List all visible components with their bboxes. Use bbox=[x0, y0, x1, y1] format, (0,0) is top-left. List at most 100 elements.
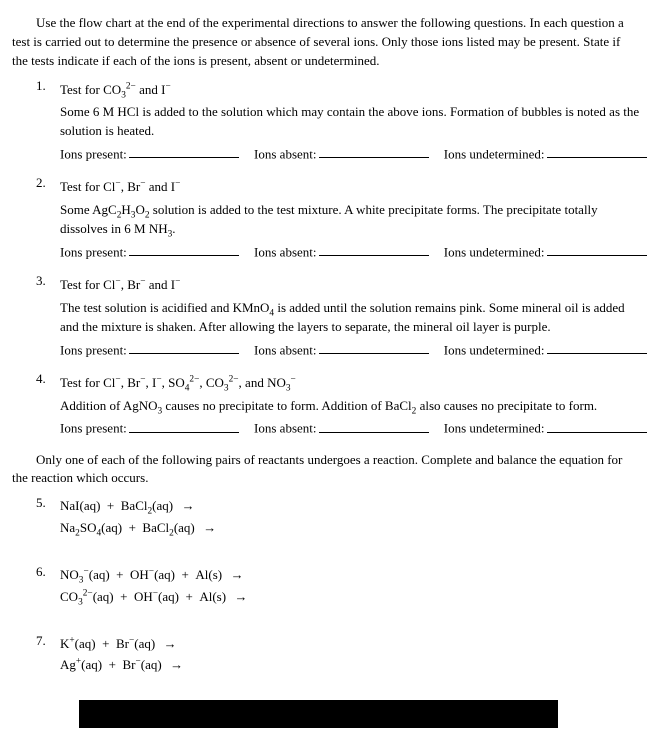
question-2: 2. Test for Cl−, Br− and I− Some AgC2H3O… bbox=[36, 174, 625, 266]
plus-sign: + bbox=[182, 567, 189, 582]
ions-undetermined-blank[interactable] bbox=[547, 341, 647, 354]
question-title: Test for Cl−, Br− and I− bbox=[60, 276, 647, 295]
text: , Br bbox=[121, 277, 141, 292]
text: BaCl bbox=[121, 498, 148, 513]
text: (aq) bbox=[81, 657, 102, 672]
question-3: 3. Test for Cl−, Br− and I− The test sol… bbox=[36, 272, 625, 364]
question-body: Some AgC2H3O2 solution is added to the t… bbox=[60, 201, 647, 239]
ions-absent-blank[interactable] bbox=[319, 243, 429, 256]
text: (aq) bbox=[154, 567, 175, 582]
arrow-icon: → bbox=[180, 497, 197, 516]
ions-undetermined-label: Ions undetermined: bbox=[444, 146, 545, 161]
text: , and NO bbox=[239, 375, 286, 390]
plus-sign: + bbox=[102, 636, 109, 651]
ions-present-label: Ions present: bbox=[60, 244, 127, 259]
text: Addition of AgNO bbox=[60, 398, 158, 413]
text: causes no precipitate to form. Addition … bbox=[162, 398, 411, 413]
superscript: − bbox=[175, 277, 180, 287]
text: (aq) bbox=[75, 636, 96, 651]
text: Test for Cl bbox=[60, 277, 115, 292]
text: The test solution is acidified and KMnO bbox=[60, 300, 269, 315]
superscript: − bbox=[291, 374, 296, 384]
text: Test for Cl bbox=[60, 179, 115, 194]
text: NO bbox=[60, 567, 79, 582]
text: and I bbox=[136, 82, 166, 97]
text: and I bbox=[145, 179, 175, 194]
ions-present-label: Ions present: bbox=[60, 421, 127, 436]
arrow-icon: → bbox=[168, 656, 185, 675]
text: K bbox=[60, 636, 69, 651]
text: Test for Cl bbox=[60, 375, 115, 390]
equation-line: Ag+(aq) + Br−(aq) → bbox=[60, 656, 625, 675]
answer-line: Ions present: Ions absent: Ions undeterm… bbox=[60, 243, 647, 262]
text: Br bbox=[122, 657, 135, 672]
equation-line: NO3−(aq) + OH−(aq) + Al(s) → bbox=[60, 566, 625, 585]
text: (aq) bbox=[93, 589, 114, 604]
superscript: 2− bbox=[83, 588, 93, 598]
text: Test for CO bbox=[60, 82, 121, 97]
subscript: 3 bbox=[121, 90, 126, 100]
superscript: 2− bbox=[229, 374, 239, 384]
ions-undetermined-blank[interactable] bbox=[547, 419, 647, 432]
text: . bbox=[172, 221, 175, 236]
text: SO bbox=[80, 520, 97, 535]
text: Ag bbox=[60, 657, 76, 672]
question-number: 3. bbox=[36, 272, 60, 364]
ions-undetermined-blank[interactable] bbox=[547, 243, 647, 256]
equation-line: NaI(aq) + BaCl2(aq) → bbox=[60, 497, 625, 516]
ions-present-blank[interactable] bbox=[129, 419, 239, 432]
text: (aq) bbox=[174, 520, 195, 535]
text: Al(s) bbox=[199, 589, 226, 604]
text: (aq) bbox=[141, 657, 162, 672]
equation-line: K+(aq) + Br−(aq) → bbox=[60, 635, 625, 654]
ions-present-blank[interactable] bbox=[129, 243, 239, 256]
question-number: 1. bbox=[36, 77, 60, 169]
ions-absent-blank[interactable] bbox=[319, 145, 429, 158]
ions-absent-label: Ions absent: bbox=[254, 244, 316, 259]
subscript: 3 bbox=[224, 383, 229, 393]
text: Al(s) bbox=[195, 567, 222, 582]
question-number: 5. bbox=[36, 494, 60, 541]
ions-absent-blank[interactable] bbox=[319, 419, 429, 432]
ions-undetermined-label: Ions undetermined: bbox=[444, 342, 545, 357]
mid-paragraph: Only one of each of the following pairs … bbox=[12, 451, 625, 489]
ions-present-blank[interactable] bbox=[129, 341, 239, 354]
text: O bbox=[135, 202, 144, 217]
intro-paragraph: Use the flow chart at the end of the exp… bbox=[12, 14, 625, 71]
text: , CO bbox=[199, 375, 224, 390]
text: (aq) bbox=[158, 589, 179, 604]
ions-present-blank[interactable] bbox=[129, 145, 239, 158]
ions-present-label: Ions present: bbox=[60, 146, 127, 161]
answer-line: Ions present: Ions absent: Ions undeterm… bbox=[60, 341, 647, 360]
question-body: Some 6 M HCl is added to the solution wh… bbox=[60, 103, 647, 141]
arrow-icon: → bbox=[162, 635, 179, 654]
question-body: The test solution is acidified and KMnO4… bbox=[60, 299, 647, 337]
text: and I bbox=[145, 277, 175, 292]
ions-absent-blank[interactable] bbox=[319, 341, 429, 354]
plus-sign: + bbox=[185, 589, 192, 604]
arrow-icon: → bbox=[201, 519, 218, 538]
text: Br bbox=[116, 636, 129, 651]
subscript: 3 bbox=[79, 576, 84, 586]
question-4: 4. Test for Cl−, Br−, I−, SO42−, CO32−, … bbox=[36, 370, 625, 443]
ions-undetermined-blank[interactable] bbox=[547, 145, 647, 158]
arrow-icon: → bbox=[229, 566, 246, 585]
question-6: 6. NO3−(aq) + OH−(aq) + Al(s) → CO32−(aq… bbox=[36, 563, 625, 610]
ions-absent-label: Ions absent: bbox=[254, 146, 316, 161]
ions-present-label: Ions present: bbox=[60, 342, 127, 357]
text: H bbox=[121, 202, 130, 217]
superscript: 2− bbox=[189, 374, 199, 384]
subscript: 3 bbox=[78, 597, 83, 607]
plus-sign: + bbox=[129, 520, 136, 535]
text: also causes no precipitate to form. bbox=[416, 398, 597, 413]
text: CO bbox=[60, 589, 78, 604]
superscript: 2− bbox=[126, 81, 136, 91]
question-body: Addition of AgNO3 causes no precipitate … bbox=[60, 397, 647, 416]
equation-line: CO32−(aq) + OH−(aq) + Al(s) → bbox=[60, 588, 625, 607]
question-title: Test for CO32− and I− bbox=[60, 81, 647, 100]
equation-line: Na2SO4(aq) + BaCl2(aq) → bbox=[60, 519, 625, 538]
ions-absent-label: Ions absent: bbox=[254, 342, 316, 357]
question-number: 4. bbox=[36, 370, 60, 443]
text: (aq) bbox=[89, 567, 110, 582]
question-5: 5. NaI(aq) + BaCl2(aq) → Na2SO4(aq) + Ba… bbox=[36, 494, 625, 541]
